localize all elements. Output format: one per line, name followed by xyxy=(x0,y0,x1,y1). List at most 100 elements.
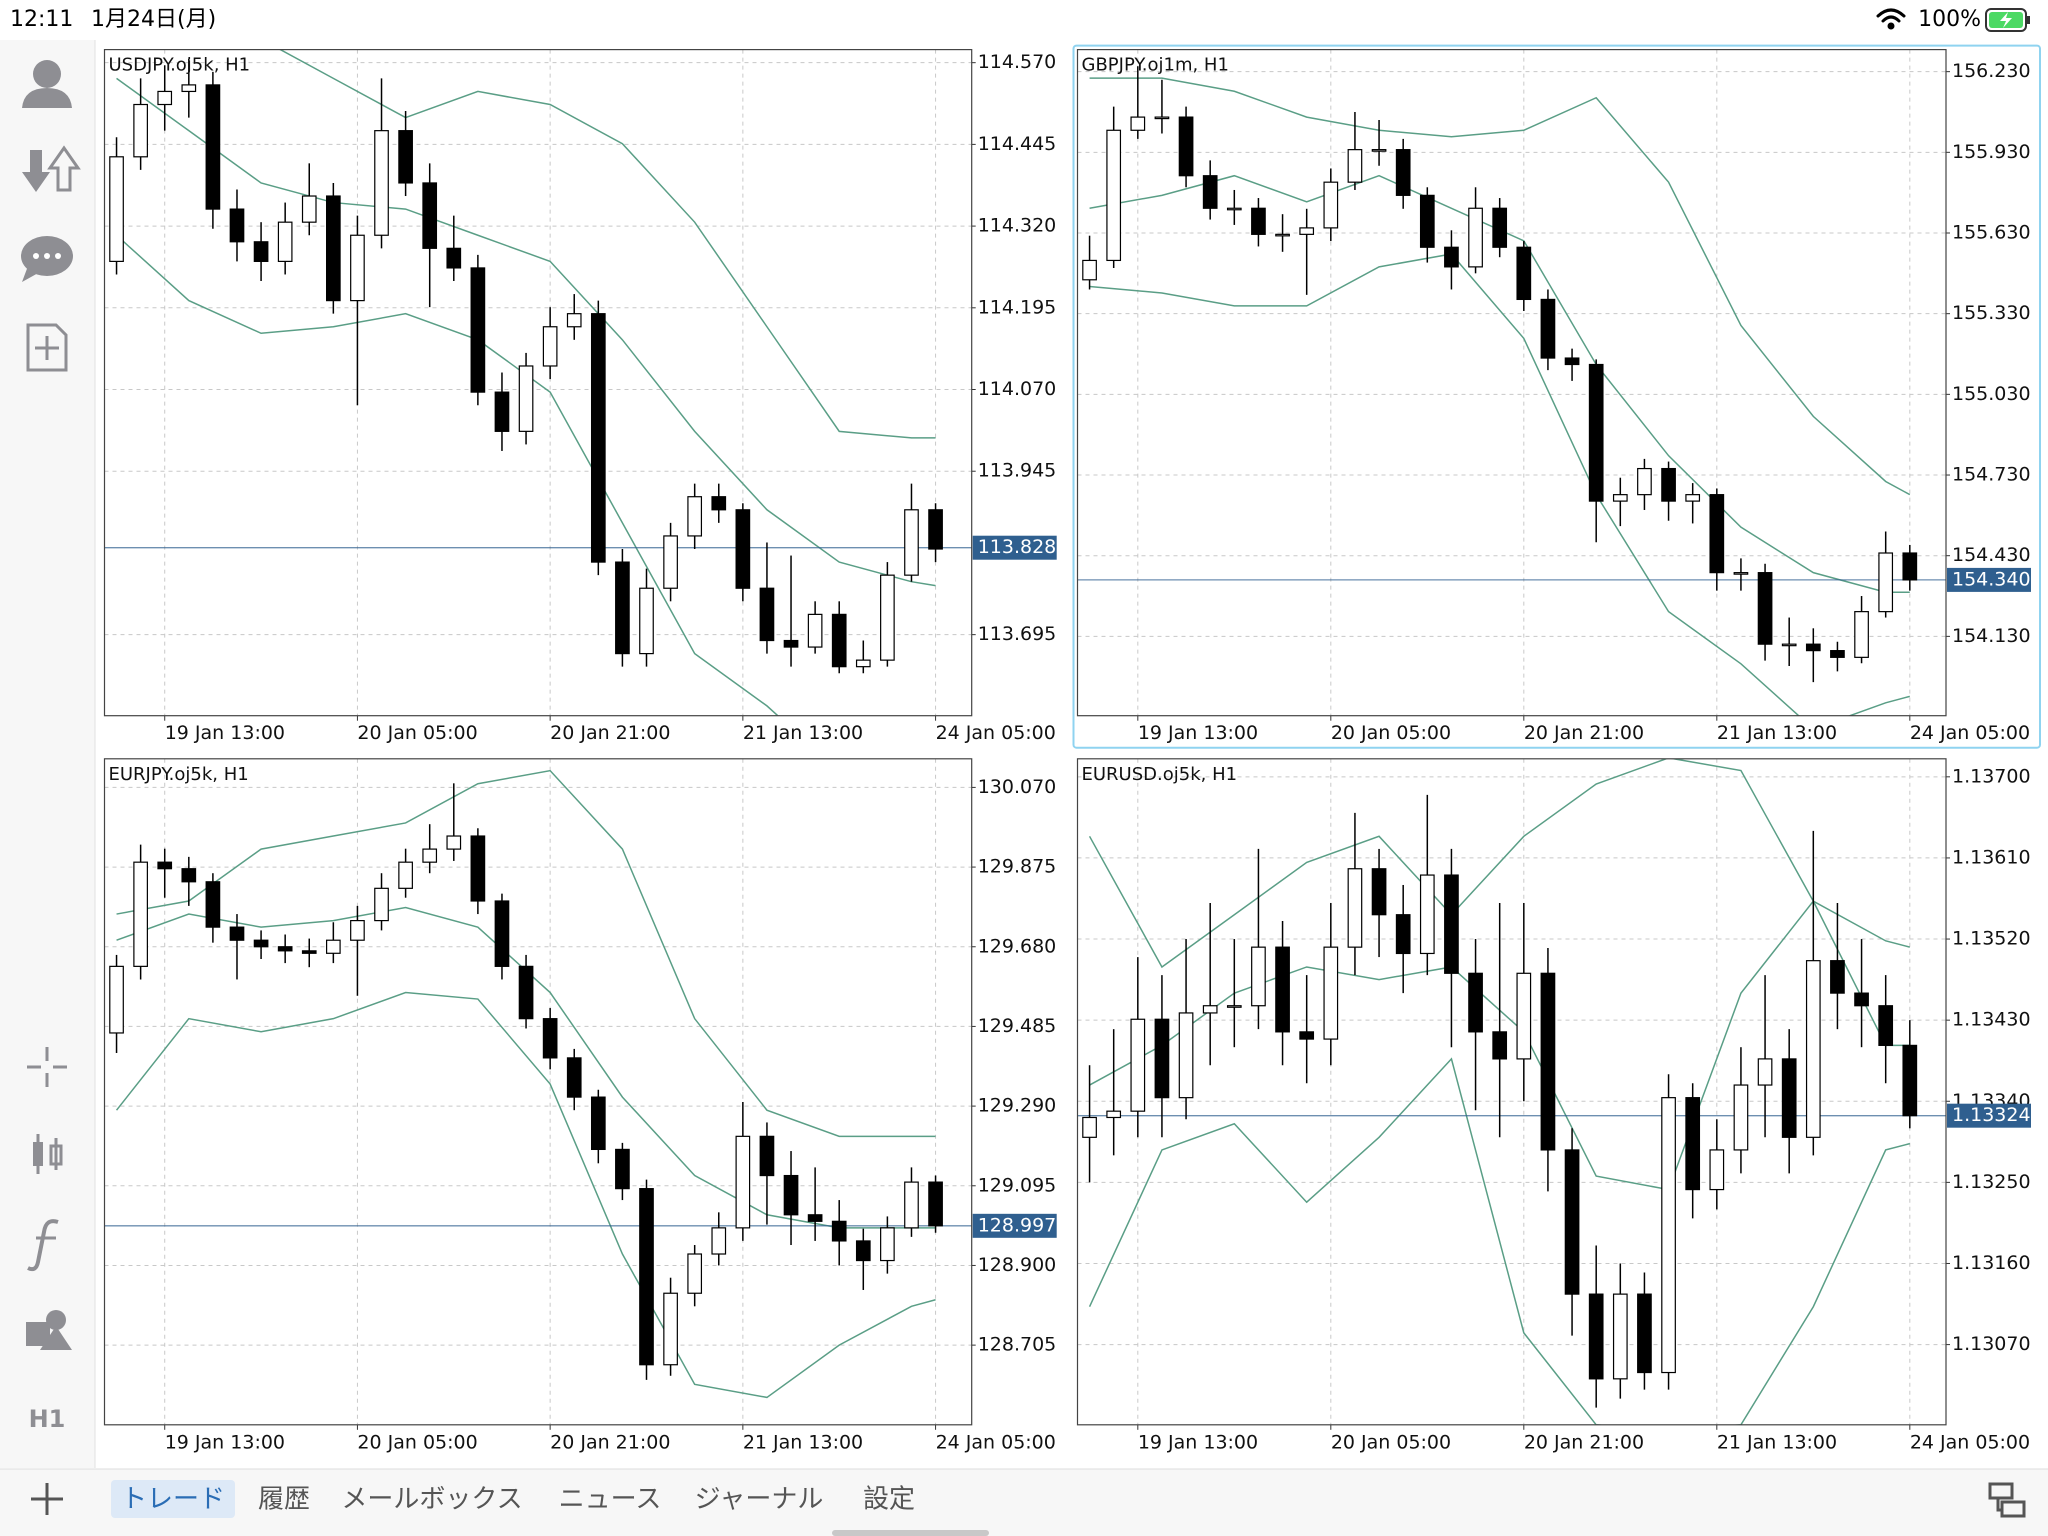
candle-body xyxy=(807,613,823,648)
current-price-label: 128.997 xyxy=(978,1214,1057,1236)
sidebar xyxy=(0,40,95,1468)
candle-body xyxy=(1637,1293,1652,1374)
chat-icon[interactable] xyxy=(21,236,73,282)
candle-body xyxy=(1588,1293,1604,1380)
bollinger-upper xyxy=(1089,77,1911,496)
crosshair-icon[interactable] xyxy=(27,1047,67,1087)
y-tick-label: 114.320 xyxy=(978,215,1057,237)
bollinger-middle xyxy=(116,77,936,587)
bollinger-lower xyxy=(1088,1057,1911,1425)
candle-body xyxy=(1757,1058,1773,1086)
x-tick-label: 20 Jan 21:00 xyxy=(1524,722,1644,744)
chart-title: EURUSD.oj5k, H1 xyxy=(1082,764,1238,785)
tab-bar xyxy=(0,1469,2048,1536)
candle-body xyxy=(1251,946,1266,1007)
chart-title: EURJPY.oj5k, H1 xyxy=(109,764,249,785)
candle-body xyxy=(1323,946,1339,1040)
candle-body xyxy=(253,939,269,948)
bollinger-upper xyxy=(278,49,936,439)
candle-body xyxy=(1082,259,1097,281)
objects-icon[interactable] xyxy=(26,1310,72,1350)
candle-body xyxy=(1178,1012,1194,1099)
y-tick-label: 156.230 xyxy=(1952,60,2031,82)
tab[interactable]: メールボックス xyxy=(341,1485,522,1515)
candle-body xyxy=(904,509,919,576)
candle-body xyxy=(446,247,462,269)
status-date: 1月24日(月) xyxy=(91,7,216,32)
candle-body xyxy=(1468,207,1483,268)
trade-icon[interactable] xyxy=(22,145,81,192)
candle-body xyxy=(1202,1005,1218,1014)
candle-body xyxy=(205,881,221,928)
candle-body xyxy=(374,887,389,922)
chart-type-icon[interactable] xyxy=(33,1134,63,1174)
x-tick-label: 20 Jan 05:00 xyxy=(357,1431,477,1453)
battery-percent: 100% xyxy=(1918,7,1981,32)
candle-body xyxy=(687,496,703,537)
candle-body xyxy=(735,509,751,589)
y-tick-label: 129.875 xyxy=(978,856,1057,878)
y-tick-label: 1.13160 xyxy=(1952,1252,2031,1274)
candle-body xyxy=(1709,1149,1725,1191)
candle-body xyxy=(446,835,462,850)
add-chart-button[interactable] xyxy=(31,1483,63,1515)
bollinger-middle xyxy=(1089,174,1910,594)
candle-body xyxy=(783,1174,799,1216)
account-icon[interactable] xyxy=(22,60,72,108)
tab[interactable]: 履歴 xyxy=(258,1485,310,1515)
candle-body xyxy=(494,391,510,432)
y-tick-label: 1.13610 xyxy=(1952,846,2031,868)
candle-body xyxy=(157,90,173,106)
candle-body xyxy=(783,639,799,648)
y-tick-label: 129.485 xyxy=(978,1015,1057,1037)
plot[interactable] xyxy=(1077,49,1947,729)
candle-body xyxy=(1637,467,1652,496)
plot[interactable] xyxy=(1077,758,1947,1431)
candle-body xyxy=(1805,643,1821,652)
candle-body xyxy=(1106,129,1122,262)
candle-body xyxy=(1444,874,1459,974)
tab[interactable]: トレード xyxy=(121,1485,225,1515)
plot-border xyxy=(103,48,973,717)
candle-body xyxy=(880,574,895,661)
candle-body xyxy=(639,587,654,655)
current-price-label: 1.13324 xyxy=(1952,1104,2031,1126)
plot-border xyxy=(103,758,973,1426)
y-tick-label: 155.630 xyxy=(1952,221,2031,243)
tab[interactable]: ニュース xyxy=(559,1485,662,1515)
battery-icon xyxy=(1985,8,2030,32)
tab[interactable]: ジャーナル xyxy=(695,1485,824,1515)
candle-body xyxy=(470,835,486,902)
candle-body xyxy=(1540,298,1556,359)
candle-body xyxy=(1275,946,1290,1033)
indicators-icon[interactable] xyxy=(27,1219,59,1272)
candle-body xyxy=(1878,552,1894,613)
candle-body xyxy=(1468,972,1483,1033)
candle-body xyxy=(133,103,148,158)
candle-body xyxy=(422,182,438,249)
candle-body xyxy=(1178,116,1194,177)
y-tick-label: 155.330 xyxy=(1952,302,2031,324)
timeframe-button[interactable]: H1 xyxy=(29,1405,66,1433)
tab[interactable]: 設定 xyxy=(863,1485,915,1515)
candle-body xyxy=(1492,1031,1508,1060)
candle-body xyxy=(542,1018,558,1059)
candle-body xyxy=(277,221,293,262)
candle-body xyxy=(350,234,365,302)
candle-body xyxy=(711,496,727,511)
new-order-icon[interactable] xyxy=(26,323,68,372)
y-tick-label: 129.680 xyxy=(978,935,1057,957)
candle-body xyxy=(639,1188,654,1366)
candle-body xyxy=(590,313,606,563)
plot-border xyxy=(1076,48,1947,717)
chart-title: USDJPY.oj5k, H1 xyxy=(109,55,251,76)
plot[interactable] xyxy=(104,0,972,810)
y-tick-label: 1.13250 xyxy=(1952,1171,2031,1193)
x-tick-label: 19 Jan 13:00 xyxy=(1138,1431,1258,1453)
candle-body xyxy=(928,1181,943,1227)
candle-body xyxy=(1902,1044,1918,1117)
bollinger-upper xyxy=(116,769,936,1138)
plot[interactable] xyxy=(104,758,972,1425)
right-icon[interactable] xyxy=(1988,1482,2026,1518)
